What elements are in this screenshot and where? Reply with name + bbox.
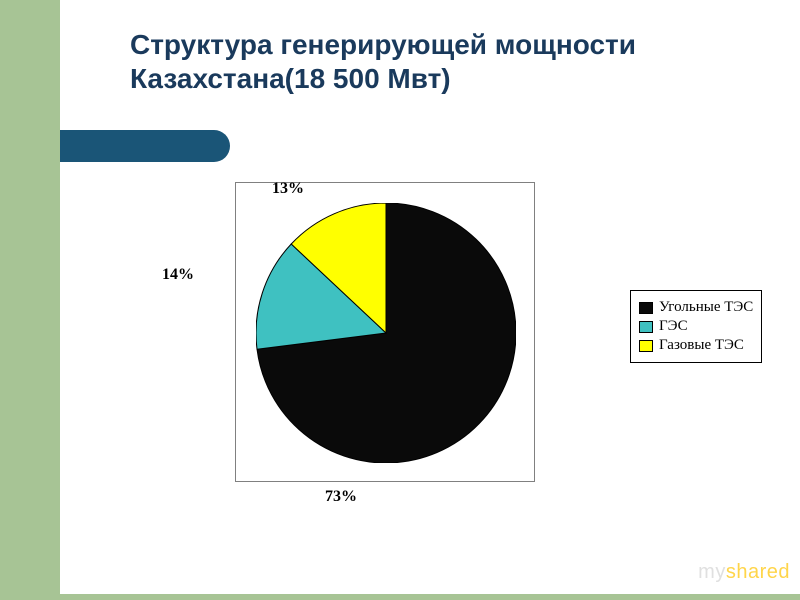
pct-label-1: 14%	[162, 266, 194, 284]
page-title: Структура генерирующей мощности Казахста…	[130, 28, 730, 95]
legend-swatch-0	[639, 302, 653, 314]
pie-chart	[256, 203, 516, 463]
legend-item: Газовые ТЭС	[639, 337, 753, 354]
left-strip	[0, 0, 60, 600]
legend-item: ГЭС	[639, 318, 753, 335]
legend-label: ГЭС	[659, 318, 688, 335]
legend-swatch-2	[639, 340, 653, 352]
pct-label-0: 73%	[325, 488, 357, 506]
legend-item: Угольные ТЭС	[639, 299, 753, 316]
legend-swatch-1	[639, 321, 653, 333]
legend-label: Угольные ТЭС	[659, 299, 753, 316]
slide-content: Структура генерирующей мощности Казахста…	[60, 0, 800, 594]
watermark-accent: shared	[726, 561, 790, 583]
legend: Угольные ТЭС ГЭС Газовые ТЭС	[630, 290, 762, 363]
pie-chart-box	[235, 182, 535, 482]
pct-label-2: 13%	[272, 180, 304, 198]
accent-bar	[60, 130, 230, 162]
legend-label: Газовые ТЭС	[659, 337, 744, 354]
watermark: myshared	[698, 561, 790, 584]
watermark-prefix: my	[698, 561, 726, 583]
bottom-strip	[0, 594, 800, 600]
